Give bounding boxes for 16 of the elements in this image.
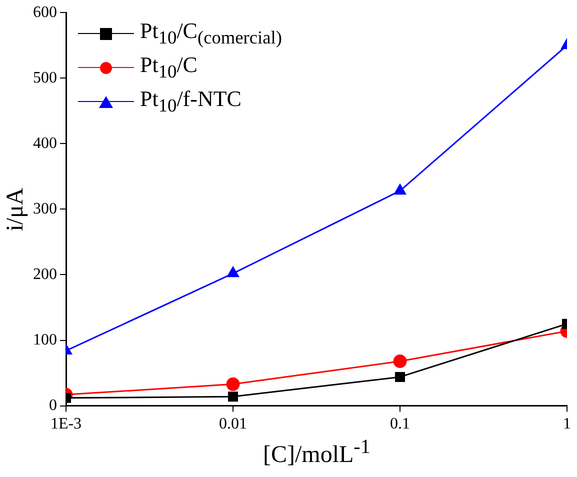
x-tick-label: 1	[563, 416, 571, 433]
y-axis-title: i/μA	[2, 187, 30, 231]
legend-label: Pt$_{10}$/C$_{(comercial)}$	[140, 18, 282, 49]
y-tick-label: 200	[33, 266, 57, 283]
x-tick-label: 1E-3	[50, 416, 82, 433]
y-tick-label: 600	[33, 4, 57, 21]
y-tick-label: 500	[33, 69, 57, 86]
y-tick-label: 0	[49, 397, 57, 414]
legend-label: Pt$_{10}$/C	[140, 52, 198, 83]
x-axis-title: [C]/molL$^{-1}$	[263, 436, 370, 469]
x-tick-label: 0.1	[390, 416, 410, 433]
y-tick-label: 400	[33, 134, 57, 152]
legend-label: Pt$_{10}$/f-NTC	[140, 86, 242, 117]
y-tick-label: 100	[33, 331, 57, 348]
y-tick-label: 300	[33, 200, 57, 218]
x-tick-label: 0.01	[219, 416, 247, 433]
